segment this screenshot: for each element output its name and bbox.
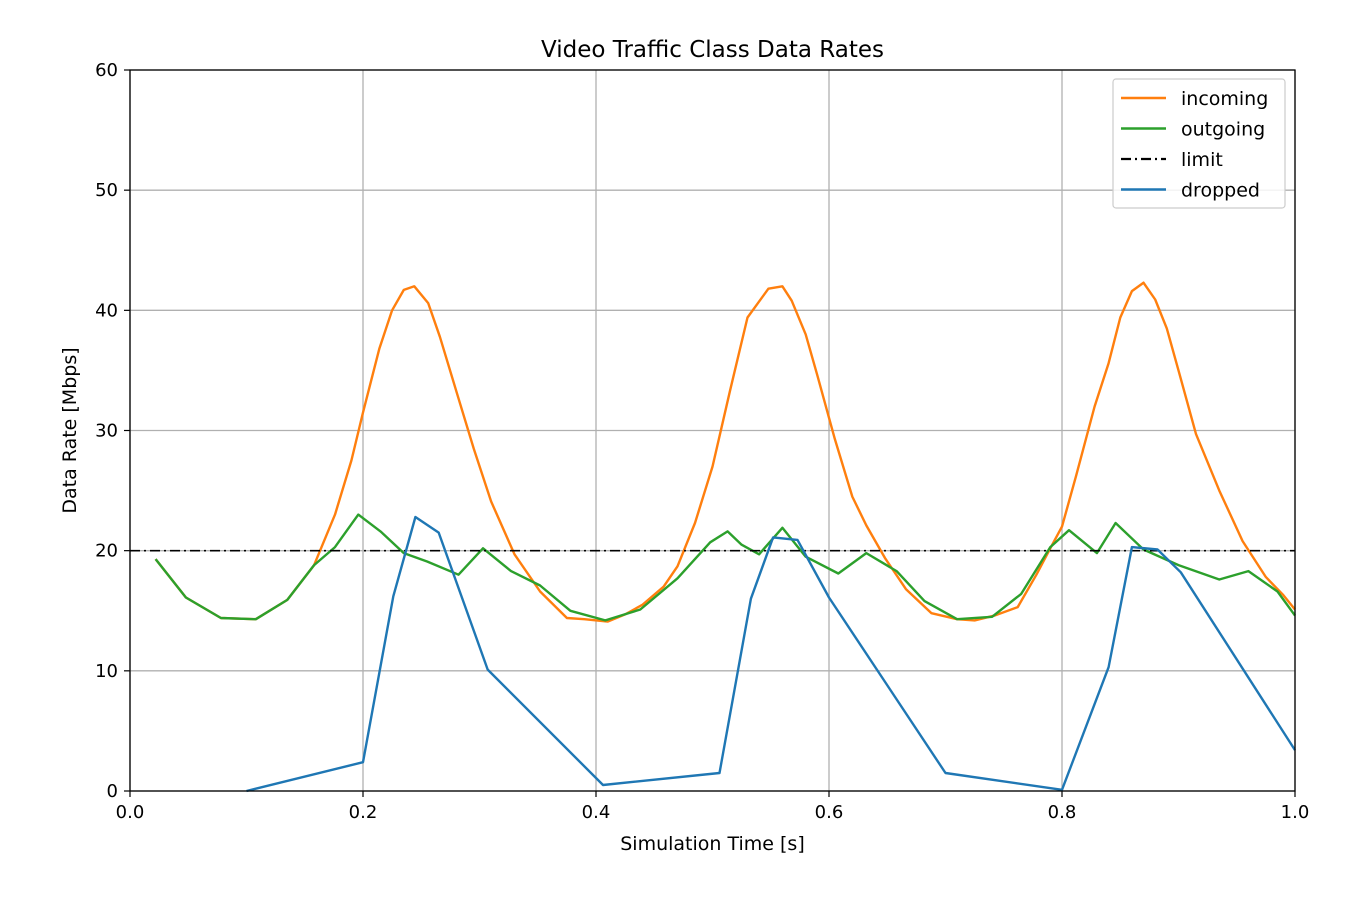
legend-label-limit: limit — [1181, 149, 1223, 171]
series-line-incoming — [154, 281, 1296, 623]
x-tick-label: 0.0 — [116, 802, 145, 823]
series-line-dropped — [246, 515, 1297, 793]
chart-title: Video Traffic Class Data Rates — [541, 37, 884, 63]
y-tick-label: 50 — [95, 180, 118, 201]
x-tick-label: 0.6 — [815, 802, 844, 823]
legend-label-incoming: incoming — [1181, 88, 1268, 110]
x-tick-label: 1.0 — [1281, 802, 1310, 823]
y-tick-label: 30 — [95, 421, 118, 442]
x-axis-label: Simulation Time [s] — [620, 833, 805, 855]
legend-box — [1112, 78, 1286, 209]
legend: incoming outgoing limit dropped — [1112, 78, 1286, 209]
y-axis-label: Data Rate [Mbps] — [59, 347, 81, 513]
y-tick-label: 10 — [95, 661, 118, 682]
x-tick-label: 0.8 — [1048, 802, 1077, 823]
y-tick-label: 40 — [95, 300, 118, 321]
axis-ticks: 0.0 0.2 0.4 0.6 0.8 1.0 0 10 20 30 40 50 60 — [95, 60, 1309, 823]
y-tick-label: 60 — [95, 60, 118, 81]
legend-label-outgoing: outgoing — [1181, 119, 1265, 141]
x-tick-label: 0.4 — [582, 802, 611, 823]
x-tick-label: 0.2 — [349, 802, 378, 823]
legend-label-dropped: dropped — [1181, 180, 1260, 202]
y-tick-label: 20 — [95, 541, 118, 562]
series-layer — [130, 281, 1297, 793]
y-tick-label: 0 — [107, 781, 118, 802]
series-line-outgoing — [154, 513, 1296, 622]
